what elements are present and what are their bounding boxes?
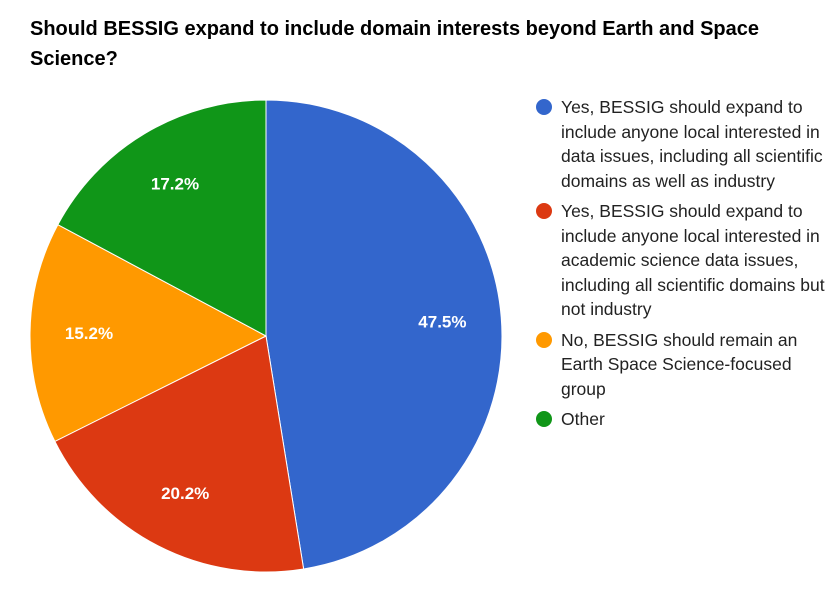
pie-slice-1 [265, 99, 503, 570]
legend-swatch-1 [536, 99, 552, 115]
legend: Yes, BESSIG should expand to include any… [536, 95, 826, 438]
legend-label-3: No, BESSIG should remain an Earth Space … [561, 329, 798, 399]
legend-item-3: No, BESSIG should remain an Earth Space … [536, 328, 826, 402]
pie-slice-3 [29, 224, 268, 443]
legend-label-4: Other [561, 409, 605, 429]
slice-value-label-3: 15.2% [65, 324, 113, 343]
legend-item-1: Yes, BESSIG should expand to include any… [536, 95, 826, 193]
slice-value-label-2: 20.2% [161, 484, 209, 503]
legend-label-2: Yes, BESSIG should expand to include any… [561, 201, 825, 319]
legend-item-4: Other [536, 407, 826, 432]
chart-title: Should BESSIG expand to include domain i… [30, 18, 760, 70]
legend-item-2: Yes, BESSIG should expand to include any… [536, 199, 826, 322]
pie-slice-2 [54, 335, 305, 573]
legend-swatch-3 [536, 331, 552, 348]
slice-value-label-4: 17.2% [151, 175, 199, 194]
legend-label-1: Yes, BESSIG should expand to include any… [561, 97, 823, 191]
pie-slice-4 [57, 99, 267, 337]
legend-swatch-4 [536, 411, 552, 427]
slice-value-label-1: 47.5% [418, 312, 466, 331]
legend-swatch-2 [536, 203, 552, 219]
